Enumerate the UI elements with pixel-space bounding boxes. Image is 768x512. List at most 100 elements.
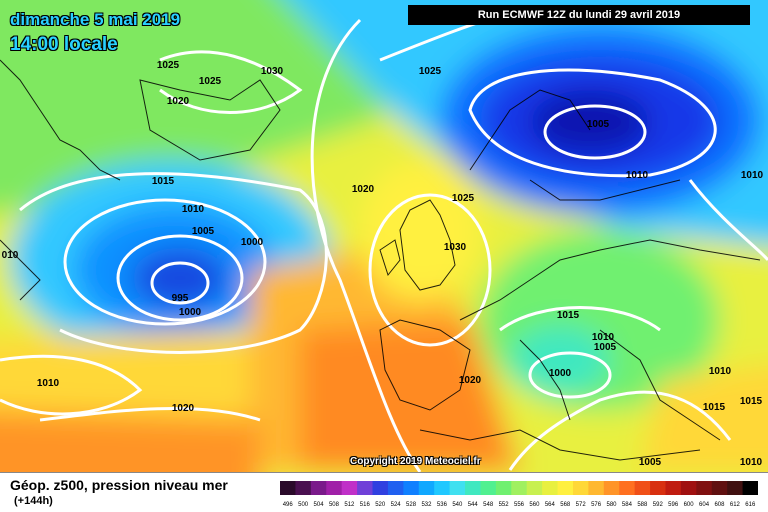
legend-tick-label: 608 [714, 502, 725, 508]
legend-tick-label: 500 [298, 502, 309, 508]
isobar-label: 1010 [37, 378, 60, 389]
legend-tick-label: 584 [622, 502, 633, 508]
legend-tick-label: 564 [545, 502, 556, 508]
isobar-label: 1020 [352, 184, 375, 195]
legend-swatch [557, 481, 574, 495]
isobar-label: 1020 [167, 96, 190, 107]
legend-swatch [372, 481, 389, 495]
legend-swatch [341, 481, 358, 495]
isobar-label: 1000 [179, 307, 202, 318]
legend-tick-label: 516 [360, 502, 371, 508]
legend-swatch [680, 481, 697, 495]
isobar-label: 1020 [459, 375, 482, 386]
legend-tick-label: 508 [329, 502, 340, 508]
legend-tick-label: 592 [653, 502, 664, 508]
isobar-label: 1005 [587, 119, 610, 130]
isobar-label: 1030 [261, 66, 284, 77]
legend-swatch [572, 481, 589, 495]
color-scale-legend: 496 500 504 508 512 516 520 524 528 532 536 540 544 5… [280, 481, 758, 508]
legend-tick-label: 604 [699, 502, 710, 508]
isobar-label: 1010 [182, 204, 205, 215]
legend-tick-label: 600 [684, 502, 695, 508]
isobar-label: 1005 [639, 457, 662, 468]
forecast-date: dimanche 5 mai 2019 [10, 10, 181, 29]
isobar-label: 1000 [549, 368, 572, 379]
copyright-text: Copyright 2019 Meteociel.fr [350, 456, 481, 467]
legend-swatch [711, 481, 728, 495]
isobar-label: 1025 [419, 66, 442, 77]
legend-tick-label: 548 [483, 502, 494, 508]
chart-title: Géop. z500, pression niveau mer [10, 477, 228, 493]
isobars [0, 8, 768, 472]
isobar-label: 010 [2, 250, 19, 261]
isobar-label: 1010 [740, 457, 763, 468]
footer-bar: Géop. z500, pression niveau mer (+144h) … [0, 472, 768, 512]
legend-tick-label: 532 [421, 502, 432, 508]
forecast-lead-time: (+144h) [14, 495, 53, 507]
legend-swatch [403, 481, 420, 495]
legend-swatch [480, 481, 497, 495]
legend-swatch [295, 481, 312, 495]
isobar-label: 995 [172, 293, 189, 304]
isobar-label: 1010 [709, 366, 732, 377]
isobar-label: 1010 [626, 170, 649, 181]
legend-tick-label: 576 [591, 502, 602, 508]
legend-swatch [449, 481, 466, 495]
isobar-label: 1025 [199, 76, 222, 87]
legend-tick-label: 536 [437, 502, 448, 508]
legend-swatch [280, 481, 296, 495]
legend-tick-label: 556 [514, 502, 525, 508]
legend-swatch [665, 481, 682, 495]
geopotential-map: 1025 1020 1025 1030 1025 1005 1015 1010 1005 1000… [0, 0, 768, 472]
legend-tick-label: 544 [468, 502, 479, 508]
legend-swatch [434, 481, 451, 495]
legend-tick-label: 616 [745, 502, 756, 508]
legend-swatch [696, 481, 713, 495]
isobar-label: 1010 [741, 170, 764, 181]
legend-swatch [650, 481, 666, 495]
isobar-label: 1000 [241, 237, 264, 248]
legend-swatch [603, 481, 620, 495]
legend-swatch [526, 481, 543, 495]
legend-swatch [542, 481, 559, 495]
legend-tick-label: 612 [730, 502, 741, 508]
legend-swatch [326, 481, 343, 495]
legend-tick-label: 496 [283, 502, 294, 508]
isobar-label: 1010 [592, 332, 615, 343]
legend-tick-label: 596 [668, 502, 679, 508]
legend-tick-label: 528 [406, 502, 417, 508]
legend-swatch [465, 481, 481, 495]
legend-tick-label: 504 [314, 502, 325, 508]
legend-swatch [418, 481, 435, 495]
isobar-label: 1020 [172, 403, 195, 414]
legend-swatch [619, 481, 636, 495]
isobar-label: 1015 [703, 402, 726, 413]
legend-swatch [310, 481, 327, 495]
z500-color-field [0, 0, 768, 472]
legend-swatch [511, 481, 528, 495]
model-run-banner: Run ECMWF 12Z du lundi 29 avril 2019 [408, 5, 750, 25]
legend-swatch [727, 481, 744, 495]
legend-tick-label: 588 [637, 502, 648, 508]
legend-tick-label: 568 [560, 502, 571, 508]
isobar-label: 1015 [152, 176, 175, 187]
legend-tick-label: 524 [391, 502, 402, 508]
legend-tick-label: 520 [375, 502, 386, 508]
legend-swatch [634, 481, 651, 495]
legend-swatch [387, 481, 404, 495]
legend-tick-label: 580 [607, 502, 618, 508]
coastlines [0, 59, 761, 461]
isobar-label: 1025 [157, 60, 180, 71]
isobar-label: 1030 [444, 242, 467, 253]
legend-tick-label: 572 [576, 502, 587, 508]
legend-swatch [742, 481, 758, 495]
legend-swatch [495, 481, 512, 495]
isobar-label: 1025 [452, 193, 475, 204]
isobar-label: 1005 [192, 226, 215, 237]
legend-swatch [588, 481, 605, 495]
isobar-labels: 1025 1020 1025 1030 1025 1005 1015 1010 1005 1000… [2, 60, 764, 468]
legend-swatch [357, 481, 374, 495]
legend-tick-label: 552 [499, 502, 510, 508]
legend-tick-label: 512 [344, 502, 355, 508]
